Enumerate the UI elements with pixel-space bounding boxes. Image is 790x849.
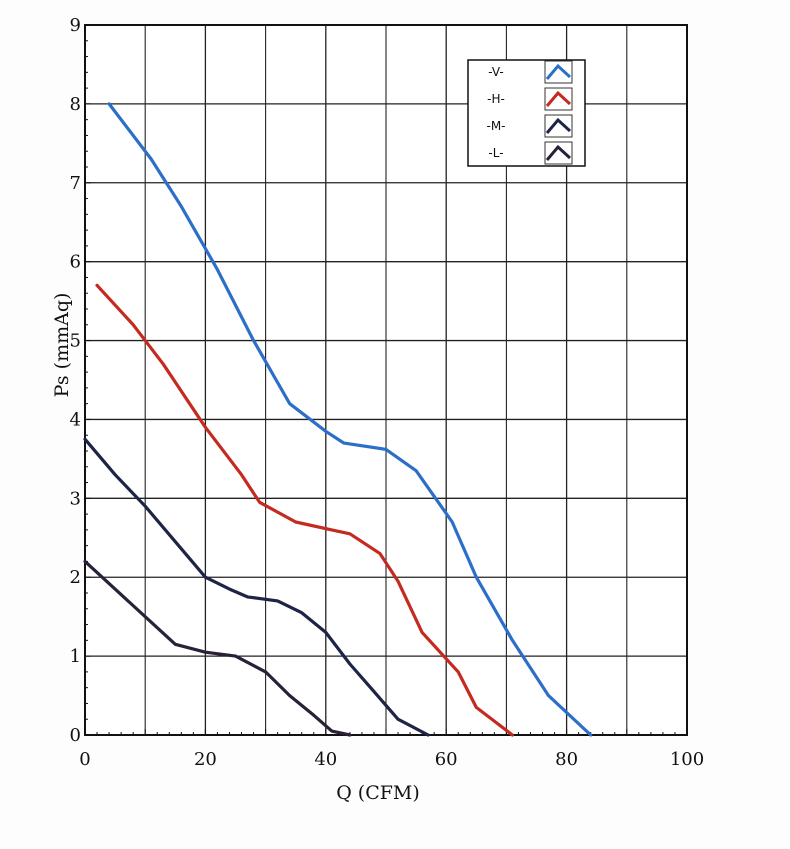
legend-swatch	[545, 144, 572, 161]
x-tick-label: 0	[79, 749, 90, 770]
legend-swatch-box	[544, 60, 573, 84]
series-line-2	[95, 283, 514, 737]
plot-border	[84, 24, 688, 736]
y-tick-label: 4	[70, 409, 81, 430]
y-tick-label: 1	[70, 646, 81, 667]
y-tick-label: 6	[70, 252, 81, 273]
x-tick-label: 20	[194, 749, 217, 770]
x-tick-label: 60	[435, 749, 458, 770]
legend-swatch	[545, 63, 572, 80]
legend-swatch-box	[544, 87, 573, 111]
y-tick-label: 8	[70, 94, 81, 115]
series-lines	[83, 102, 593, 737]
y-tick-label: 2	[70, 567, 81, 588]
legend-label: -M-	[486, 119, 505, 133]
series-line-4	[83, 559, 352, 737]
x-axis-title: Q (CFM)	[336, 782, 420, 804]
series-line-3	[83, 437, 430, 737]
x-tick-label: 40	[314, 749, 337, 770]
x-tick-label: 100	[670, 749, 704, 770]
legend: -V- -H- -M- -L-	[467, 59, 586, 167]
tick-labels: 0 20 40 60 80 100 0 1 2 3 4 5 6 7 8 9	[70, 15, 705, 770]
y-tick-label: 7	[70, 173, 81, 194]
y-axis-title: Ps (mmAq)	[51, 293, 73, 398]
y-tick-label: 3	[70, 488, 81, 509]
legend-swatch-box	[544, 114, 573, 138]
legend-label: -V-	[488, 65, 503, 79]
legend-label: -H-	[487, 92, 505, 106]
legend-swatch	[545, 90, 572, 107]
series-line-1	[107, 102, 593, 737]
legend-swatch-box	[544, 141, 573, 165]
y-tick-label: 5	[70, 331, 81, 352]
y-tick-label: 9	[70, 15, 81, 36]
x-tick-label: 80	[555, 749, 578, 770]
legend-swatch	[545, 117, 572, 134]
y-tick-label: 0	[70, 725, 81, 746]
legend-label: -L-	[488, 146, 503, 160]
